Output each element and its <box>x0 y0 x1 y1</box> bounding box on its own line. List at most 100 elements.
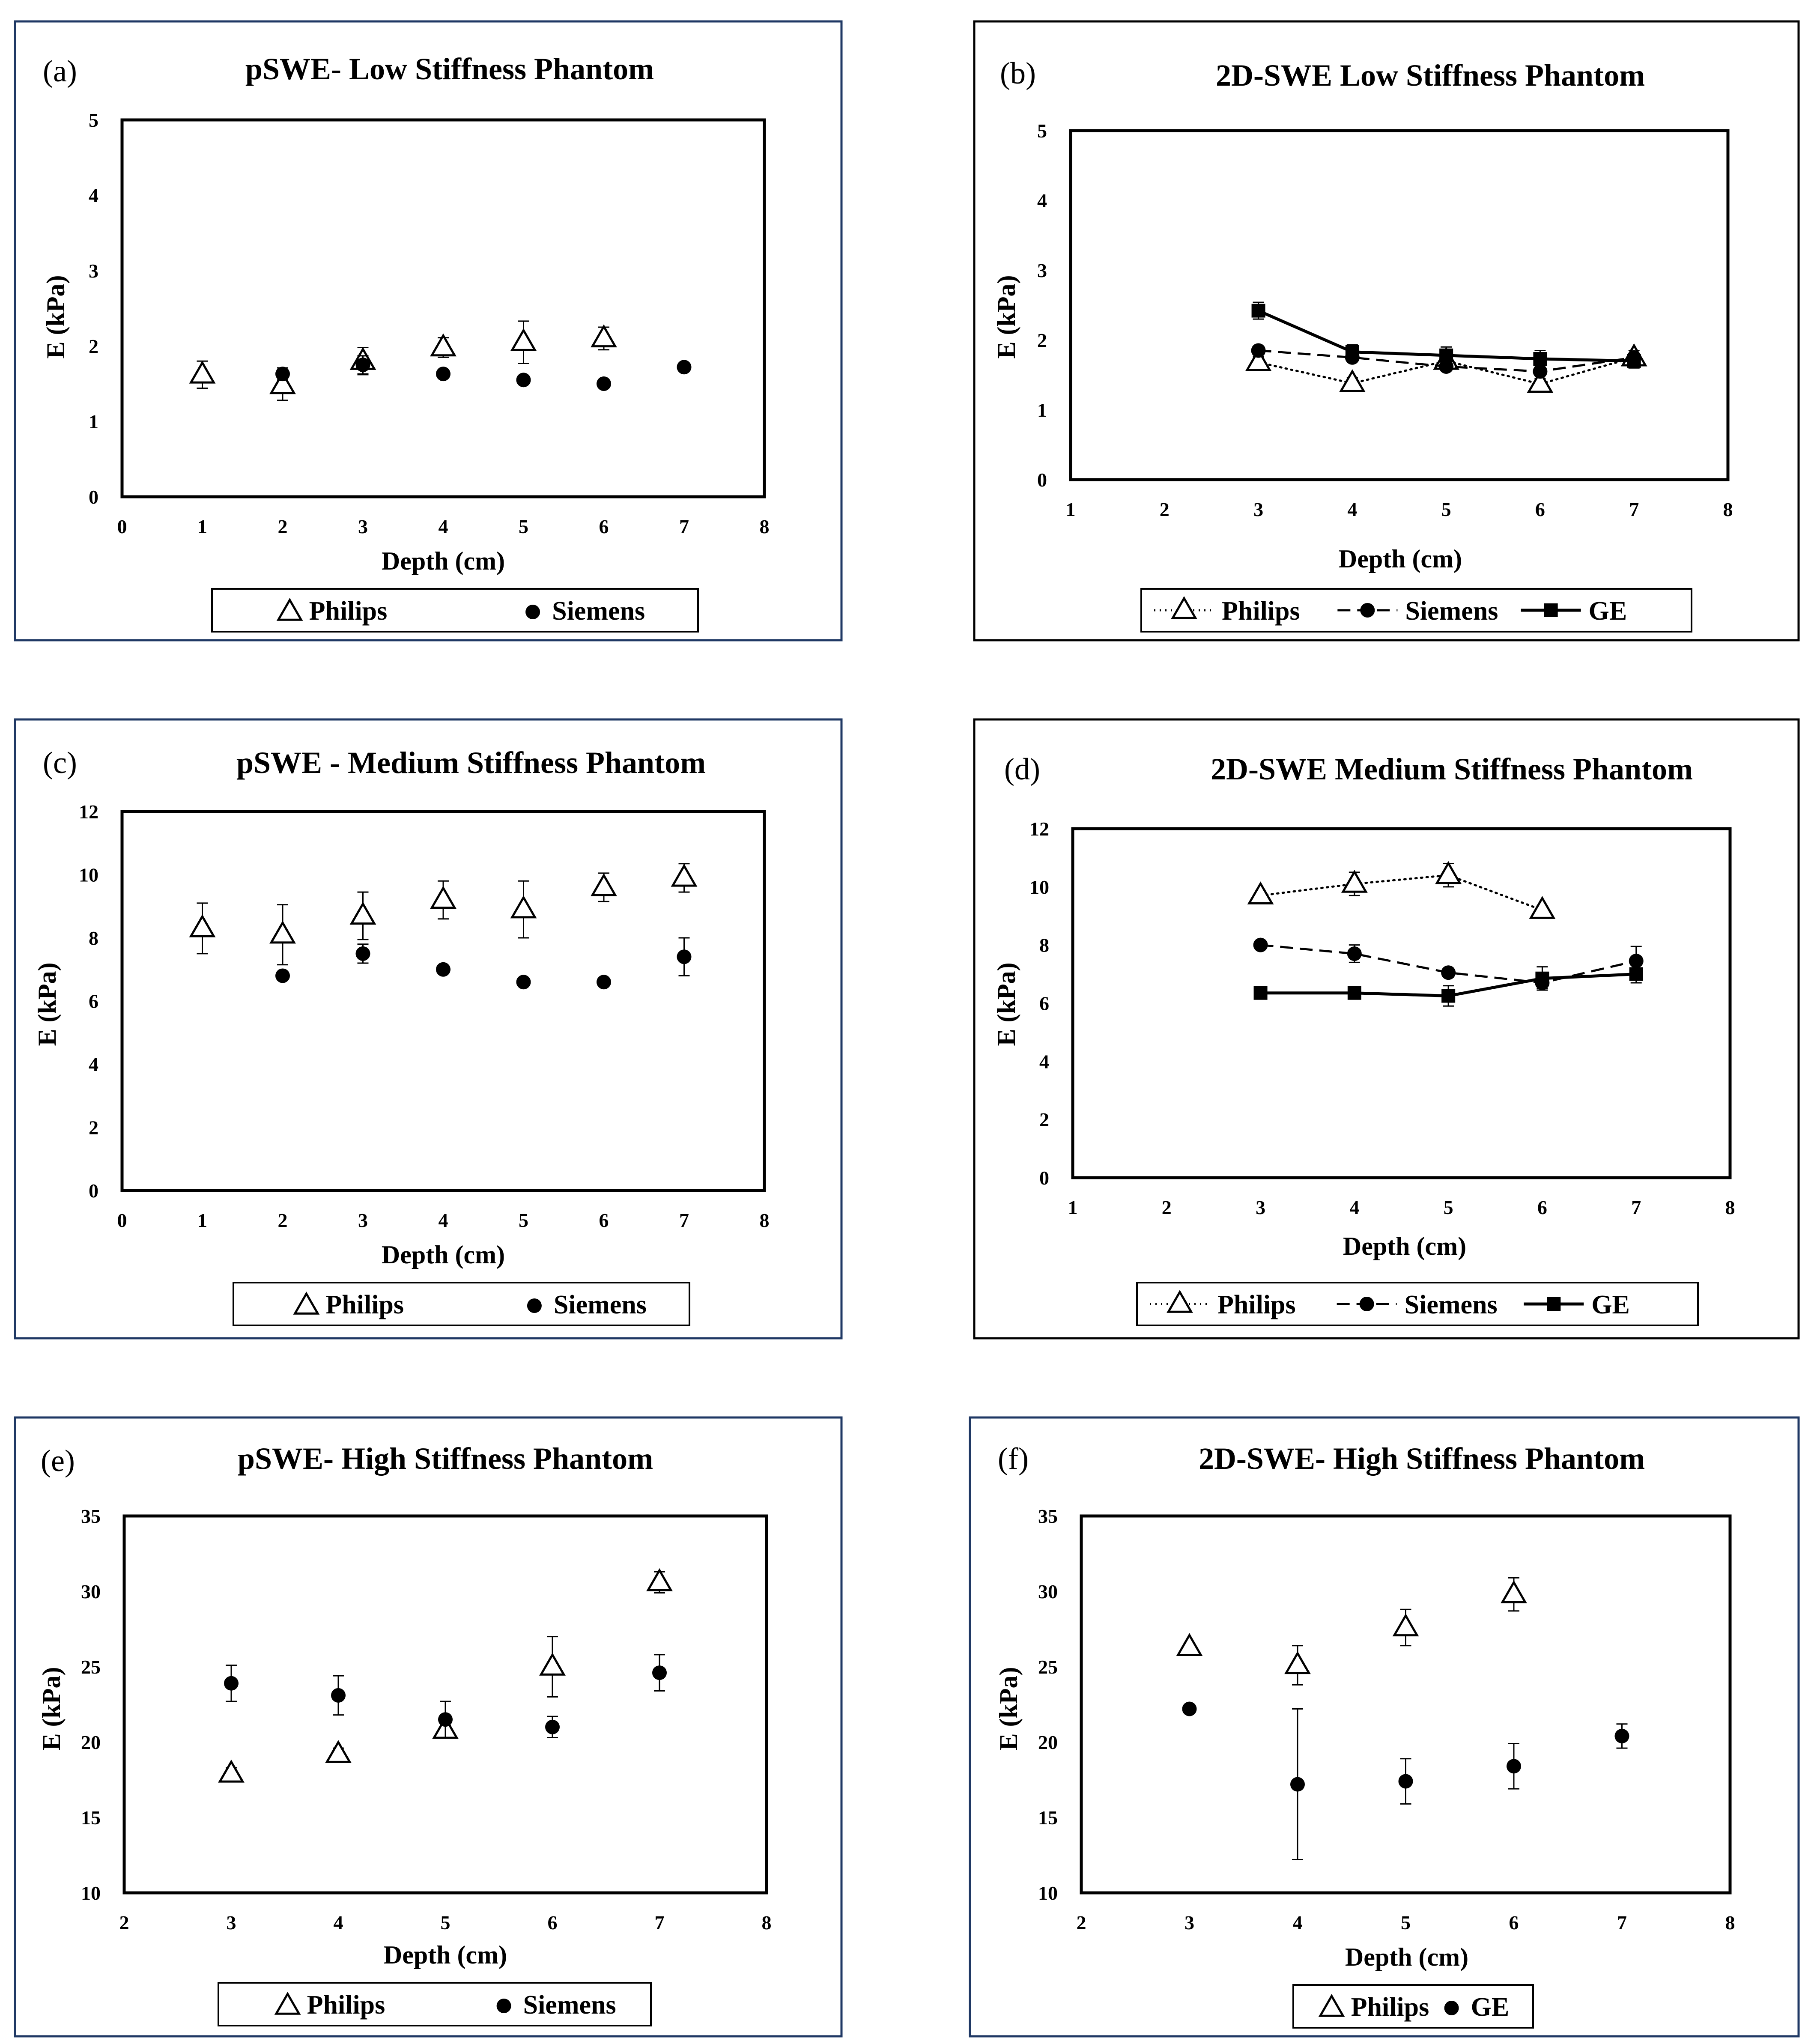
x-tick-label: 8 <box>1725 1912 1735 1934</box>
y-axis-label: E (kPa) <box>42 275 70 359</box>
x-tick-label: 5 <box>519 1209 528 1231</box>
data-point <box>1290 1777 1305 1792</box>
data-point <box>1529 896 1556 919</box>
data-point <box>189 914 216 937</box>
chart-panel-b: (b) 2D-SWE Low Stiffness Phantom 1 2 3 4 5 6 7 8 0… <box>973 20 1800 642</box>
plot-area <box>1069 129 1730 481</box>
data-point <box>516 975 531 990</box>
legend-label: Philips <box>307 1990 385 2020</box>
data-point <box>516 373 531 388</box>
x-tick-label: 5 <box>1401 1912 1411 1934</box>
y-tick-label: 8 <box>89 927 98 949</box>
data-point <box>677 360 692 375</box>
chart-panel-f: (f) 2D-SWE- High Stiffness Phantom 2 3 4 5 6 7 8… <box>969 1416 1800 2038</box>
x-axis-label: Depth (cm) <box>382 547 505 575</box>
legend-label: Philips <box>1217 1290 1296 1319</box>
series-siemens <box>275 937 692 990</box>
y-tick-label: 1 <box>1037 399 1047 421</box>
y-tick-label: 15 <box>81 1807 101 1829</box>
x-tick-label: 1 <box>197 1209 207 1231</box>
legend-symbol <box>276 597 303 621</box>
y-tick-label: 30 <box>81 1581 101 1602</box>
panel-letter: (d) <box>1004 752 1040 786</box>
data-point <box>1398 1774 1413 1789</box>
data-point <box>430 886 456 909</box>
legend-box <box>1140 588 1692 633</box>
legend-symbol <box>1360 603 1375 618</box>
x-tick-label: 5 <box>441 1912 451 1934</box>
legend-symbol <box>1171 596 1197 619</box>
y-tick-label: 10 <box>79 864 98 886</box>
data-point <box>1627 354 1641 368</box>
y-tick-label: 20 <box>1038 1731 1058 1753</box>
x-tick-label: 4 <box>334 1912 343 1934</box>
y-tick-label: 0 <box>1039 1167 1049 1189</box>
x-tick-label: 3 <box>358 516 368 537</box>
data-point <box>1533 352 1547 366</box>
panel-title: pSWE- Low Stiffness Phantom <box>245 52 654 86</box>
panel-title: pSWE- High Stiffness Phantom <box>238 1441 653 1476</box>
y-tick-label: 2 <box>1037 329 1047 351</box>
series-ge <box>1251 301 1641 369</box>
x-tick-label: 2 <box>119 1912 129 1934</box>
x-tick-label: 3 <box>358 1209 368 1231</box>
legend-label: GE <box>1589 597 1627 626</box>
x-tick-label: 7 <box>679 516 689 537</box>
plot-area <box>1071 827 1732 1179</box>
legend-symbol <box>1444 2001 1459 2015</box>
y-tick-label: 12 <box>79 801 98 823</box>
y-axis-label: E (kPa) <box>33 963 61 1046</box>
series-philips <box>1176 1577 1527 1686</box>
data-point <box>597 376 611 391</box>
legend-symbol <box>1167 1289 1193 1313</box>
series-philips <box>1247 861 1556 919</box>
y-tick-label: 15 <box>1038 1807 1058 1829</box>
panel-letter: (e) <box>41 1444 75 1478</box>
panel-frame <box>14 718 843 1340</box>
data-point <box>1251 343 1266 358</box>
data-point <box>510 328 537 351</box>
data-point <box>1535 971 1549 985</box>
series-ge <box>1182 1701 1629 1861</box>
data-point <box>510 895 537 919</box>
series-ge <box>1253 964 1643 1007</box>
data-point <box>1284 1651 1311 1674</box>
x-tick-label: 8 <box>760 1209 770 1231</box>
y-axis-label: E (kPa) <box>994 1667 1023 1751</box>
legend-symbol <box>525 605 540 619</box>
series-line <box>1257 356 1635 385</box>
data-point <box>1441 965 1456 980</box>
data-point <box>430 333 456 357</box>
y-axis-label: E (kPa) <box>992 963 1020 1046</box>
data-point <box>646 1568 673 1591</box>
data-point <box>224 1676 239 1691</box>
legend: Philips Siemens <box>218 1982 652 2026</box>
y-tick-label: 2 <box>1039 1109 1049 1131</box>
x-tick-label: 8 <box>762 1912 772 1934</box>
data-point <box>355 946 370 961</box>
y-tick-label: 30 <box>1038 1581 1058 1602</box>
data-point <box>1629 967 1643 981</box>
series-siemens <box>224 1654 667 1738</box>
x-tick-label: 6 <box>1509 1912 1519 1934</box>
legend: Philips Siemens <box>211 588 699 633</box>
x-axis-label: Depth (cm) <box>384 1941 507 1969</box>
legend-symbol <box>1318 1993 1345 2017</box>
data-point <box>671 863 698 887</box>
x-tick-label: 7 <box>655 1912 665 1934</box>
data-point <box>1253 937 1268 952</box>
data-point <box>597 975 611 990</box>
panel-letter: (b) <box>1000 56 1036 90</box>
x-tick-label: 7 <box>679 1209 689 1231</box>
data-point <box>436 962 451 977</box>
x-tick-label: 8 <box>1723 498 1733 520</box>
plot-area <box>122 1514 768 1895</box>
legend-label: Philips <box>1222 597 1300 626</box>
plot-area <box>120 118 766 498</box>
data-point <box>1614 1728 1629 1743</box>
y-tick-label: 35 <box>81 1505 101 1527</box>
legend-symbol <box>1547 1297 1561 1311</box>
y-tick-label: 25 <box>81 1656 101 1678</box>
legend-label: Siemens <box>554 1290 647 1319</box>
